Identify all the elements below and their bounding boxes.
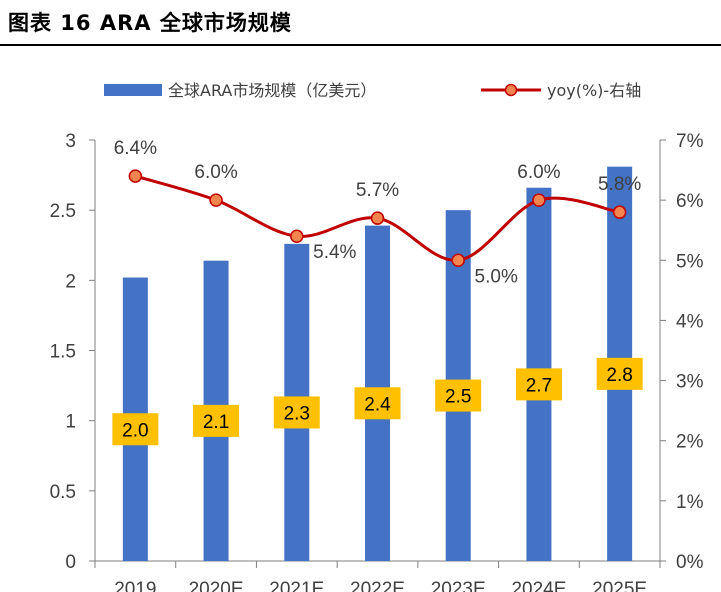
right-tick-label: 4% — [676, 311, 704, 332]
x-tick-label: 2025E — [592, 579, 647, 592]
bars — [122, 166, 633, 562]
yoy-marker — [370, 211, 385, 225]
yoy-marker — [451, 253, 465, 268]
yoy-marker — [290, 229, 304, 243]
bar-data-label: 2.3 — [284, 403, 310, 424]
legend-bar-swatch — [104, 84, 162, 96]
bar-data-label: 2.7 — [526, 375, 552, 396]
yoy-data-label: 5.8% — [598, 174, 641, 195]
bar-data-label: 2.8 — [606, 365, 632, 386]
right-tick-label: 2% — [676, 432, 704, 453]
right-tick-label: 7% — [676, 131, 704, 152]
title-divider — [0, 44, 721, 46]
bar-data-label: 2.1 — [203, 412, 229, 433]
bar-data-label: 2.0 — [122, 420, 148, 441]
right-tick-label: 1% — [676, 492, 704, 513]
right-tick-label: 0% — [676, 552, 704, 573]
legend-bar-label: 全球ARA市场规模（亿美元） — [168, 81, 376, 100]
left-tick-label: 0 — [65, 552, 76, 573]
bar-data-label-box — [515, 368, 562, 401]
left-tick-label: 2 — [65, 271, 76, 292]
yoy-data-label: 5.7% — [356, 180, 399, 201]
left-tick-label: 0.5 — [50, 482, 76, 503]
figure-title: 图表 16 ARA 全球市场规模 — [8, 11, 292, 35]
bar-data-label-box — [273, 396, 320, 429]
bar-data-label-box — [193, 404, 240, 437]
x-tick-label: 2024E — [511, 579, 566, 592]
bar-data-label: 2.4 — [364, 394, 391, 415]
axes: 0 0.5 1 1.5 2 2.5 3 0% 1% 2% 3% 4% 5% 6% 7% 2019 2020E 20… — [50, 131, 704, 592]
right-tick-label: 6% — [676, 191, 704, 212]
left-tick-label: 1 — [65, 412, 76, 433]
yoy-data-labels: 6.4% 6.0% 5.4% 5.7% 5.0% 6.0% 5.8% — [114, 138, 642, 287]
x-tick-label: 2021E — [269, 579, 324, 592]
x-tick-label: 2023E — [431, 579, 486, 592]
bar-data-label-box — [596, 357, 643, 390]
yoy-marker — [128, 169, 143, 183]
bar-data-label: 2.5 — [445, 387, 471, 408]
legend-line-label: yoy(%)-右轴 — [547, 81, 641, 100]
right-tick-label: 5% — [676, 251, 704, 272]
bar-data-label-box — [435, 379, 482, 412]
x-tick-label: 2022E — [350, 579, 405, 592]
yoy-marker — [612, 205, 627, 219]
left-tick-label: 1.5 — [50, 342, 76, 363]
yoy-data-label: 5.4% — [313, 242, 356, 263]
right-tick-label: 3% — [676, 372, 704, 393]
yoy-data-label: 5.0% — [475, 266, 518, 287]
left-tick-label: 3 — [65, 131, 76, 152]
yoy-data-label: 6.4% — [114, 138, 157, 159]
x-tick-label: 2020E — [189, 579, 244, 592]
bar-data-label-box — [354, 387, 401, 420]
x-tick-label: 2019 — [114, 579, 156, 592]
yoy-marker — [532, 193, 546, 207]
left-tick-label: 2.5 — [50, 201, 76, 222]
legend: 全球ARA市场规模（亿美元） yoy(%)-右轴 — [104, 81, 641, 100]
legend-line-marker — [504, 83, 518, 97]
yoy-line-layer — [128, 169, 627, 268]
yoy-data-label: 6.0% — [517, 162, 560, 183]
yoy-marker — [209, 193, 223, 207]
bar-data-labels: 2.0 2.1 2.3 2.4 2.5 2.7 2.8 — [112, 357, 643, 446]
yoy-data-label: 6.0% — [194, 162, 237, 183]
bar-data-label-box — [112, 413, 159, 446]
